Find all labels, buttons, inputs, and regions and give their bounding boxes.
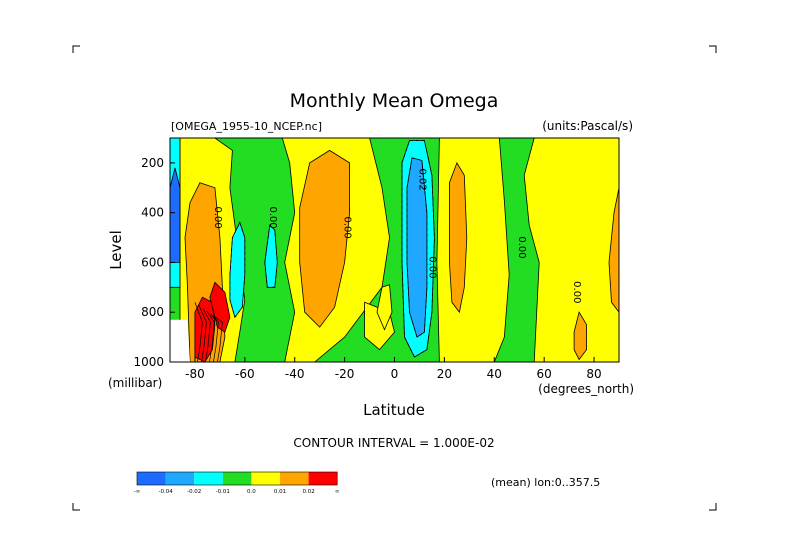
x-tick-label: 0 — [391, 367, 399, 381]
colorbar-swatch — [280, 472, 309, 485]
negative-contour-line — [406, 157, 428, 338]
contour-line — [206, 311, 215, 362]
contour-interval-note: CONTOUR INTERVAL = 1.000E-02 — [293, 436, 494, 450]
x-axis-title: Latitude — [363, 401, 425, 419]
x-tick-label: 80 — [586, 367, 601, 381]
negative-contour-line — [264, 224, 278, 288]
y-axis: 200 400 600 800 1000 — [133, 156, 175, 369]
chart-title: Monthly Mean Omega — [290, 90, 499, 112]
colorbar-label: 0.02 — [302, 489, 314, 495]
contour-lines — [194, 140, 435, 362]
omega-region-0_001 — [436, 138, 510, 362]
colorbar-swatch — [165, 472, 195, 485]
x-axis: -80 -60 -40 -20 0 20 40 60 80 — [185, 357, 602, 381]
contour-line — [214, 316, 223, 362]
omega-region-001_002 — [573, 311, 587, 361]
contour-label: 0.00 — [342, 216, 353, 238]
colorbar-swatch — [137, 472, 166, 485]
x-tick-label: -20 — [335, 367, 355, 381]
colorbar-swatch — [251, 472, 280, 485]
y-tick-label: 1000 — [133, 355, 164, 369]
colorbar-label: -∞ — [134, 489, 141, 495]
colorbar-label: 0.0 — [247, 489, 256, 495]
contour-label: 0.00 — [212, 207, 223, 229]
omega-region-lt_m004 — [170, 167, 181, 263]
missing-data-region — [170, 319, 190, 362]
y-axis-title: Level — [107, 230, 125, 270]
colorbar: -∞ -0.04 -0.02 -0.01 0.0 0.01 0.02 ∞ — [134, 471, 340, 495]
x-units-label: (degrees_north) — [538, 382, 634, 396]
negative-contour-line — [229, 221, 246, 319]
contour-line — [198, 305, 207, 362]
mean-note: (mean) lon:0..357.5 — [491, 476, 600, 489]
x-tick-label: -60 — [235, 367, 255, 381]
x-tick-label: 60 — [537, 367, 552, 381]
colorbar-label: -0.04 — [158, 489, 173, 495]
crop-mark-top-right — [709, 45, 717, 53]
omega-region-gt_002 — [209, 281, 231, 333]
negative-contour-line — [401, 140, 435, 358]
colorbar-frame — [136, 471, 338, 486]
colorbar-swatch — [308, 472, 338, 485]
omega-region-001_002 — [299, 149, 351, 328]
contour-label: 0.00 — [267, 207, 278, 229]
file-label: [OMEGA_1955-10_NCEP.nc] — [171, 120, 322, 133]
colorbar-label: -0.02 — [187, 489, 201, 495]
colorbar-swatch — [222, 472, 252, 485]
contour-line — [194, 302, 203, 362]
contour-labels: 0.00 0.00 0.00 -0.02 0.00 0.00 0.00 — [212, 165, 582, 304]
colorbar-swatch — [194, 472, 223, 485]
x-tick-label: -40 — [285, 367, 305, 381]
contour-label: 0.00 — [516, 236, 527, 258]
colorbar-label: -0.01 — [216, 489, 230, 495]
omega-region-001_002 — [608, 187, 619, 313]
contour-label: 0.00 — [571, 281, 582, 303]
x-tick-label: 40 — [487, 367, 502, 381]
y-tick-label: 600 — [141, 255, 164, 269]
y-tick-label: 200 — [141, 156, 164, 170]
omega-region-0_001 — [376, 284, 393, 331]
y-tick-label: 400 — [141, 206, 164, 220]
contour-line — [202, 308, 211, 362]
contour-label: 0.00 — [426, 256, 437, 278]
colorbar-label: ∞ — [335, 489, 340, 495]
units-label: (units:Pascal/s) — [542, 119, 633, 133]
crop-mark-bottom-left — [72, 503, 80, 511]
y-units-label: (millibar) — [108, 376, 162, 390]
crop-mark-bottom-right — [709, 503, 717, 511]
crop-mark-top-left — [72, 45, 80, 53]
x-tick-label: -80 — [185, 367, 205, 381]
contour-label: -0.02 — [416, 165, 427, 191]
omega-region-001_002 — [448, 161, 468, 314]
colorbar-label: 0.01 — [274, 489, 286, 495]
contour-line — [210, 313, 219, 362]
omega-region-0_001 — [523, 138, 619, 362]
x-tick-label: 20 — [437, 367, 452, 381]
plot-area — [170, 138, 619, 362]
y-tick-label: 800 — [141, 305, 164, 319]
